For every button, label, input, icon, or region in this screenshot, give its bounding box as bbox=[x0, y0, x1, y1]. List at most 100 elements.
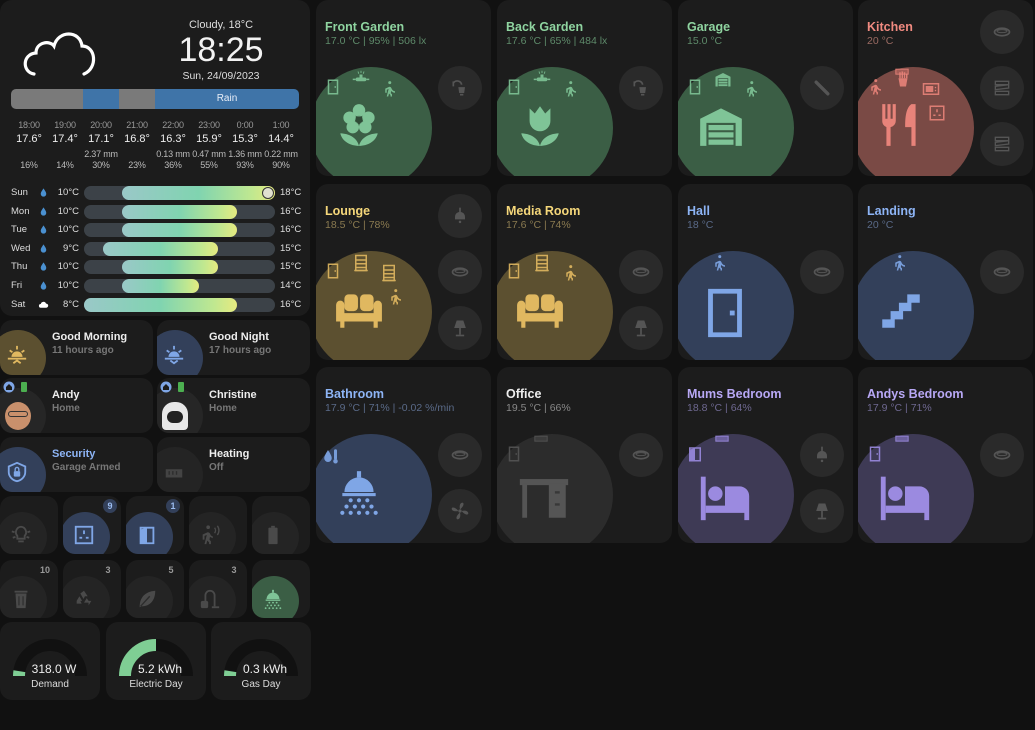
status-card-andy[interactable]: Andy Home bbox=[0, 378, 153, 433]
day-name: Thu bbox=[11, 261, 28, 273]
blinds-icon bbox=[352, 254, 370, 272]
daily-row: Sun 10°C 18°C bbox=[11, 185, 303, 201]
hour-time: 0:00 bbox=[236, 120, 254, 130]
room-card-office[interactable]: Office 19.5 °C | 66% bbox=[497, 367, 672, 543]
gauge-fill bbox=[119, 639, 157, 677]
status-card-heating[interactable]: Heating Off bbox=[157, 437, 310, 492]
gauge-demand[interactable]: 318.0 W Demand bbox=[0, 622, 100, 700]
door-icon bbox=[686, 78, 704, 96]
room-icon-circle[interactable] bbox=[678, 251, 794, 360]
hourly-forecast: 18:00 17.6° 16% 19:00 17.4° 14% 20:00 17.1° 2.37… bbox=[11, 120, 299, 171]
tile-lightbulb-group[interactable] bbox=[0, 496, 58, 554]
room-control-button[interactable] bbox=[438, 194, 482, 238]
tile-recycle[interactable]: 3 bbox=[63, 560, 121, 618]
room-card-back-garden[interactable]: Back Garden 17.6 °C | 65% | 484 lx bbox=[497, 0, 672, 176]
tile-motion-sensor[interactable] bbox=[189, 496, 247, 554]
room-control-button[interactable] bbox=[619, 306, 663, 350]
sofa-icon bbox=[515, 284, 565, 334]
day-high: 14°C bbox=[280, 280, 302, 291]
room-card-landing[interactable]: Landing 20 °C bbox=[858, 184, 1033, 360]
hour-temp: 16.3° bbox=[160, 133, 186, 145]
status-title: Heating bbox=[209, 448, 250, 460]
battery-icon bbox=[178, 382, 184, 392]
sunset-icon bbox=[163, 344, 185, 366]
room-control-button[interactable] bbox=[980, 122, 1024, 166]
day-high: 18°C bbox=[280, 187, 302, 198]
room-card-hall[interactable]: Hall 18 °C bbox=[678, 184, 853, 360]
gauge-gas-day[interactable]: 0.3 kWh Gas Day bbox=[211, 622, 311, 700]
room-control-button[interactable] bbox=[438, 489, 482, 533]
room-control-button[interactable] bbox=[438, 250, 482, 294]
room-control-button[interactable] bbox=[438, 433, 482, 477]
walk-icon bbox=[710, 254, 728, 272]
ceiling-light-icon bbox=[992, 22, 1012, 42]
room-control-button[interactable] bbox=[980, 433, 1024, 477]
room-card-kitchen[interactable]: Kitchen 20 °C bbox=[858, 0, 1033, 176]
walk-icon bbox=[742, 80, 760, 98]
room-name: Landing bbox=[867, 204, 916, 218]
tile-shower[interactable] bbox=[252, 560, 310, 618]
outdoor-lamp-icon bbox=[631, 78, 651, 98]
day-low: 8°C bbox=[63, 298, 79, 310]
room-control-button[interactable] bbox=[619, 66, 663, 110]
room-icon-circle[interactable] bbox=[858, 67, 974, 176]
room-control-button[interactable] bbox=[980, 66, 1024, 110]
room-card-front-garden[interactable]: Front Garden 17.0 °C | 95% | 506 lx bbox=[316, 0, 491, 176]
daily-row: Thu 10°C 15°C bbox=[11, 259, 303, 275]
temp-range-track bbox=[84, 297, 275, 312]
garage-icon bbox=[696, 100, 746, 150]
status-subtitle: Home bbox=[209, 403, 237, 414]
fan-icon bbox=[450, 501, 470, 521]
room-control-button[interactable] bbox=[438, 66, 482, 110]
room-control-button[interactable] bbox=[800, 433, 844, 477]
door-open-icon bbox=[136, 524, 158, 546]
status-card-security[interactable]: Security Garage Armed bbox=[0, 437, 153, 492]
status-subtitle: 17 hours ago bbox=[209, 345, 272, 356]
room-card-bathroom[interactable]: Bathroom 17.9 °C | 71% | -0.02 %/min bbox=[316, 367, 491, 543]
tile-vacuum[interactable]: 3 bbox=[189, 560, 247, 618]
status-title: Security bbox=[52, 448, 96, 460]
status-card-good-night[interactable]: Good Night 17 hours ago bbox=[157, 320, 310, 375]
tile-door-open[interactable]: 1 bbox=[126, 496, 184, 554]
hour-precip-prob: 14% bbox=[56, 160, 74, 170]
avatar-glasses bbox=[8, 411, 28, 417]
room-card-media-room[interactable]: Media Room 17.6 °C | 74% bbox=[497, 184, 672, 360]
hourly-item: 1:00 14.4° 0.22 mm 90% bbox=[263, 120, 299, 171]
weather-card[interactable]: Cloudy, 18°C 18:25 Sun, 24/09/2023 Rain … bbox=[0, 0, 310, 316]
room-control-button[interactable] bbox=[619, 250, 663, 294]
room-control-button[interactable] bbox=[980, 250, 1024, 294]
bed-icon bbox=[696, 467, 754, 525]
room-card-andys-bedroom[interactable]: Andys Bedroom 17.9 °C | 71% bbox=[858, 367, 1033, 543]
room-summary: 17.9 °C | 71% bbox=[867, 402, 932, 414]
daily-row: Fri 10°C 14°C bbox=[11, 278, 303, 294]
status-card-christine[interactable]: Christine Home bbox=[157, 378, 310, 433]
rain-drop-icon bbox=[38, 243, 49, 254]
room-icon-circle[interactable] bbox=[858, 251, 974, 360]
count-badge: 1 bbox=[166, 499, 180, 513]
room-control-button[interactable] bbox=[800, 250, 844, 294]
tile-socket[interactable]: 9 bbox=[63, 496, 121, 554]
room-icon-circle[interactable] bbox=[316, 67, 432, 176]
tile-battery[interactable] bbox=[252, 496, 310, 554]
count-badge: 3 bbox=[105, 565, 111, 575]
tile-trash[interactable]: 10 bbox=[0, 560, 58, 618]
weather-condition: Cloudy, 18°C bbox=[188, 19, 254, 31]
room-control-button[interactable] bbox=[800, 66, 844, 110]
room-control-button[interactable] bbox=[438, 306, 482, 350]
current-temp-marker bbox=[262, 187, 274, 199]
room-control-button[interactable] bbox=[619, 433, 663, 477]
icon-circle bbox=[189, 576, 236, 618]
room-control-button[interactable] bbox=[980, 10, 1024, 54]
gauge-electric-day[interactable]: 5.2 kWh Electric Day bbox=[106, 622, 206, 700]
room-card-lounge[interactable]: Lounge 18.5 °C | 78% bbox=[316, 184, 491, 360]
ceiling-light-icon bbox=[450, 262, 470, 282]
room-card-mums-bedroom[interactable]: Mums Bedroom 18.8 °C | 64% bbox=[678, 367, 853, 543]
socket-icon bbox=[928, 104, 946, 122]
room-icon-circle[interactable] bbox=[497, 67, 613, 176]
hour-temp: 17.4° bbox=[52, 133, 78, 145]
room-card-garage[interactable]: Garage 15.0 °C bbox=[678, 0, 853, 176]
tile-leaf[interactable]: 5 bbox=[126, 560, 184, 618]
status-card-good-morning[interactable]: Good Morning 11 hours ago bbox=[0, 320, 153, 375]
room-control-button[interactable] bbox=[800, 489, 844, 533]
day-name: Mon bbox=[11, 205, 30, 217]
